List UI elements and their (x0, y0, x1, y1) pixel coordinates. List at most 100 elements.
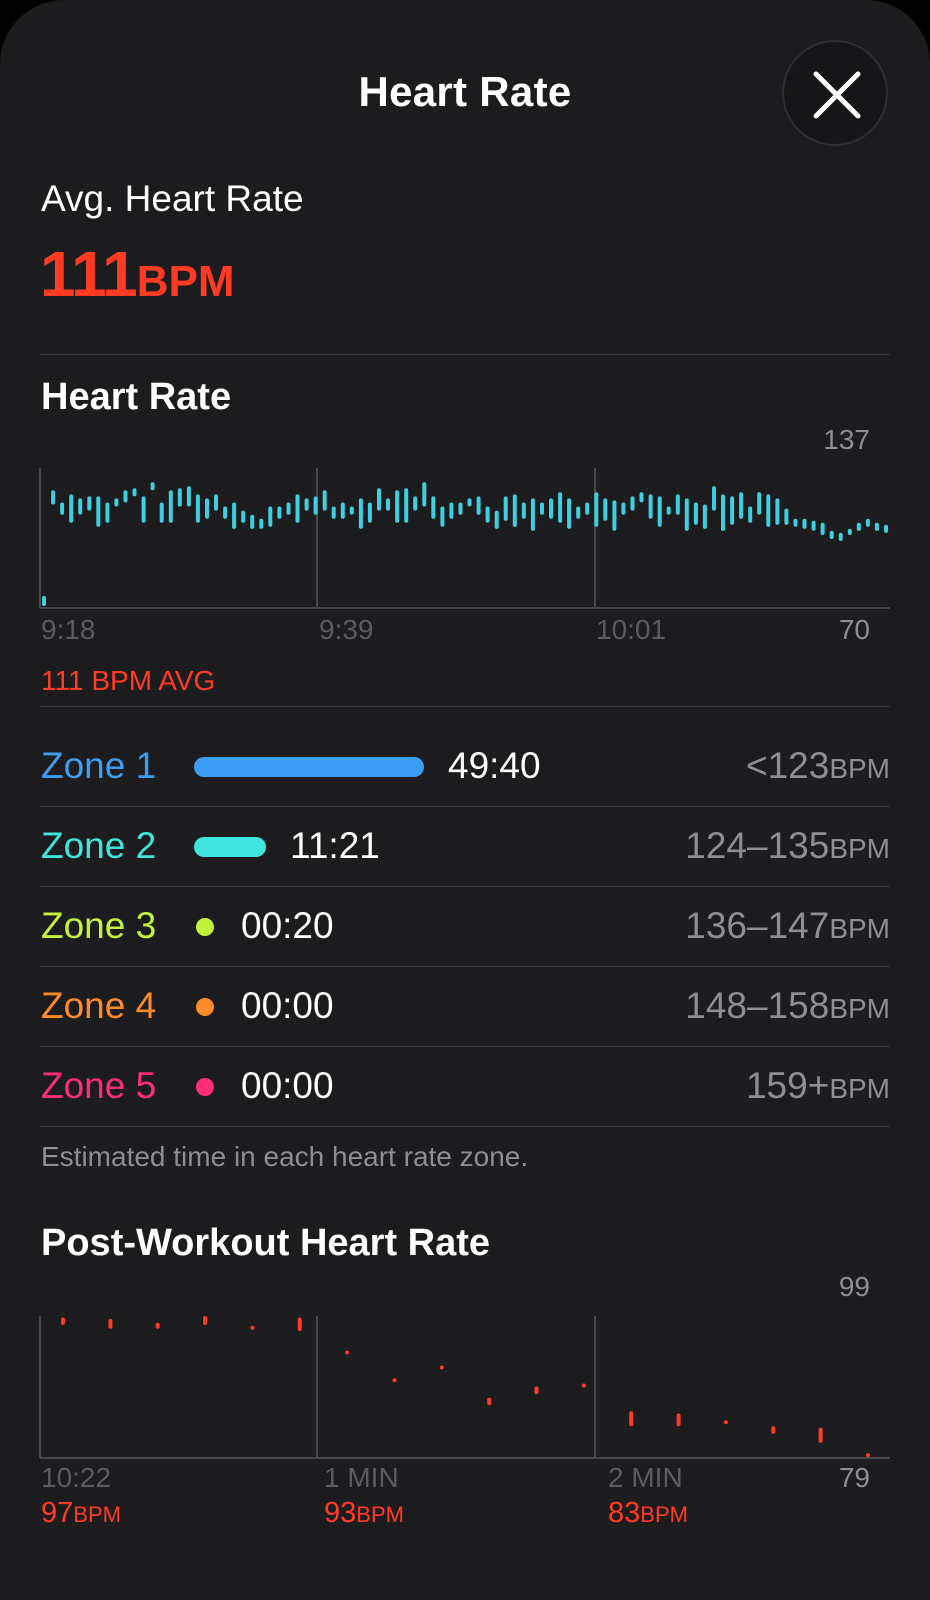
post-workout-chart (39, 1316, 890, 1459)
zone-note: Estimated time in each heart rate zone. (41, 1141, 529, 1172)
post-workout-bar (818, 1427, 823, 1443)
heart-rate-bar (540, 502, 544, 515)
heart-rate-bar (793, 518, 798, 527)
page-title: Heart Rate (358, 68, 572, 115)
zone-name: Zone 5 (41, 1065, 157, 1106)
heart-rate-bar (485, 506, 490, 523)
heart-rate-bar (404, 488, 409, 523)
post-workout-bpm-1min: 93BPM (324, 1497, 404, 1530)
zone-range-unit: BPM (829, 753, 890, 784)
heart-rate-bar (105, 502, 110, 523)
post-workout-bar (676, 1413, 681, 1427)
post-workout-bar (439, 1365, 444, 1370)
post-workout-bar (534, 1386, 539, 1394)
heart-rate-avg-caption: 111 BPM AVG (41, 665, 216, 696)
post-workout-x-label-mid: 1 MIN (324, 1462, 399, 1493)
post-workout-bar (771, 1426, 776, 1434)
heart-rate-bar (675, 494, 680, 515)
post-workout-bar (487, 1397, 492, 1406)
post-bpm-unit: BPM (640, 1502, 688, 1527)
heart-rate-bar (195, 494, 200, 523)
divider (40, 966, 890, 967)
heart-rate-min-label: 70 (838, 614, 870, 645)
heart-rate-bar (612, 500, 617, 531)
heart-rate-bar (78, 498, 83, 515)
post-workout-bar (155, 1322, 160, 1329)
heart-rate-bar (295, 494, 300, 523)
zone-range: <123BPM (746, 745, 890, 787)
divider (40, 806, 890, 807)
heart-rate-bar (286, 502, 291, 515)
post-bpm-value: 97 (41, 1497, 74, 1529)
heart-rate-bar (594, 492, 599, 527)
heart-rate-bar (395, 490, 400, 523)
avg-heart-rate-label: Avg. Heart Rate (41, 178, 304, 219)
heart-rate-bar (367, 502, 372, 523)
heart-rate-bar (141, 496, 146, 523)
heart-rate-bar (494, 510, 499, 529)
post-bpm-value: 93 (324, 1497, 357, 1529)
post-workout-bar (866, 1453, 870, 1458)
post-workout-bar (297, 1317, 302, 1331)
zone-time: 00:20 (241, 905, 334, 946)
heart-rate-bar (413, 496, 418, 511)
post-workout-bpm-start: 97BPM (41, 1497, 121, 1530)
zone-range-unit: BPM (829, 1073, 890, 1104)
heart-rate-bar (259, 518, 264, 529)
heart-rate-bar (802, 518, 807, 529)
zone-row-3: Zone 3 00:20 136–147BPM (40, 887, 890, 967)
heart-rate-bar (838, 532, 843, 541)
heart-rate-bar (313, 496, 318, 515)
heart-rate-bar (766, 494, 771, 527)
zone-range: 159+BPM (746, 1065, 890, 1107)
heart-rate-bar (476, 496, 481, 515)
zone-time: 49:40 (448, 745, 541, 786)
post-workout-bar (250, 1325, 255, 1330)
zone-range-unit: BPM (829, 833, 890, 864)
heart-rate-bar (214, 494, 218, 511)
zone-range: 136–147BPM (685, 905, 890, 947)
post-workout-bar (61, 1317, 65, 1325)
post-workout-max-label: 99 (838, 1271, 870, 1302)
heart-rate-bar (422, 482, 427, 507)
post-bpm-value: 83 (608, 1497, 641, 1529)
heart-rate-bar (693, 502, 698, 525)
heart-rate-bar (42, 595, 46, 606)
heart-rate-bar (884, 524, 888, 533)
heart-rate-bar (657, 496, 662, 527)
heart-rate-bar (168, 490, 173, 523)
heart-rate-bar (712, 486, 716, 511)
heart-rate-bar (829, 530, 834, 539)
heart-rate-bar (648, 494, 653, 519)
zone-row-5: Zone 5 00:00 159+BPM (40, 1047, 890, 1127)
heart-rate-x-label-mid: 9:39 (319, 614, 374, 645)
post-workout-bar (629, 1411, 634, 1427)
divider (40, 354, 890, 355)
heart-rate-bar (159, 502, 164, 523)
heart-rate-bar (621, 502, 626, 515)
zone-range-value: 148–158 (685, 985, 830, 1026)
post-workout-min-label: 79 (838, 1462, 870, 1493)
post-workout-bar (108, 1319, 113, 1329)
zone-name: Zone 4 (41, 985, 157, 1026)
heart-rate-bar (702, 504, 707, 529)
zone-range: 124–135BPM (685, 825, 890, 867)
zone-row-1: Zone 1 49:40 <123BPM (40, 727, 890, 807)
heart-rate-bar (558, 492, 563, 523)
heart-rate-bar (576, 506, 581, 519)
zone-range-value: 159+ (745, 1065, 830, 1106)
heart-rate-bar (69, 494, 74, 523)
post-workout-bar (203, 1316, 208, 1325)
zone-5-dot (196, 1078, 214, 1096)
divider (40, 1126, 890, 1127)
zone-name: Zone 1 (41, 745, 157, 786)
heart-rate-bar (847, 528, 852, 535)
avg-heart-rate-number: 111 (40, 238, 138, 310)
heart-rate-bar (603, 498, 608, 521)
zone-1-time-bar (194, 757, 424, 777)
close-button[interactable] (782, 40, 888, 146)
zone-range-value: 124–135 (685, 825, 830, 866)
heart-rate-bar (377, 488, 381, 511)
heart-rate-bar (304, 498, 309, 511)
